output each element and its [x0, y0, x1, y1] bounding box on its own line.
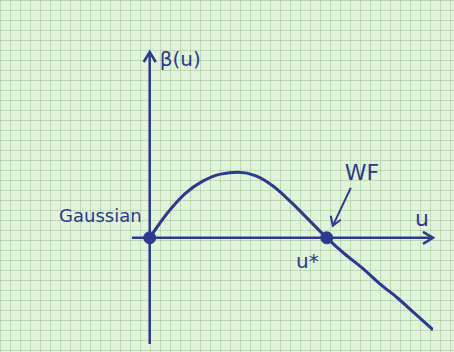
- svg-text:Gaussian: Gaussian: [59, 205, 142, 226]
- svg-text:u: u: [415, 206, 429, 231]
- svg-text:WF: WF: [345, 160, 379, 185]
- svg-text:u*: u*: [296, 249, 319, 273]
- svg-text:β(u): β(u): [160, 47, 201, 71]
